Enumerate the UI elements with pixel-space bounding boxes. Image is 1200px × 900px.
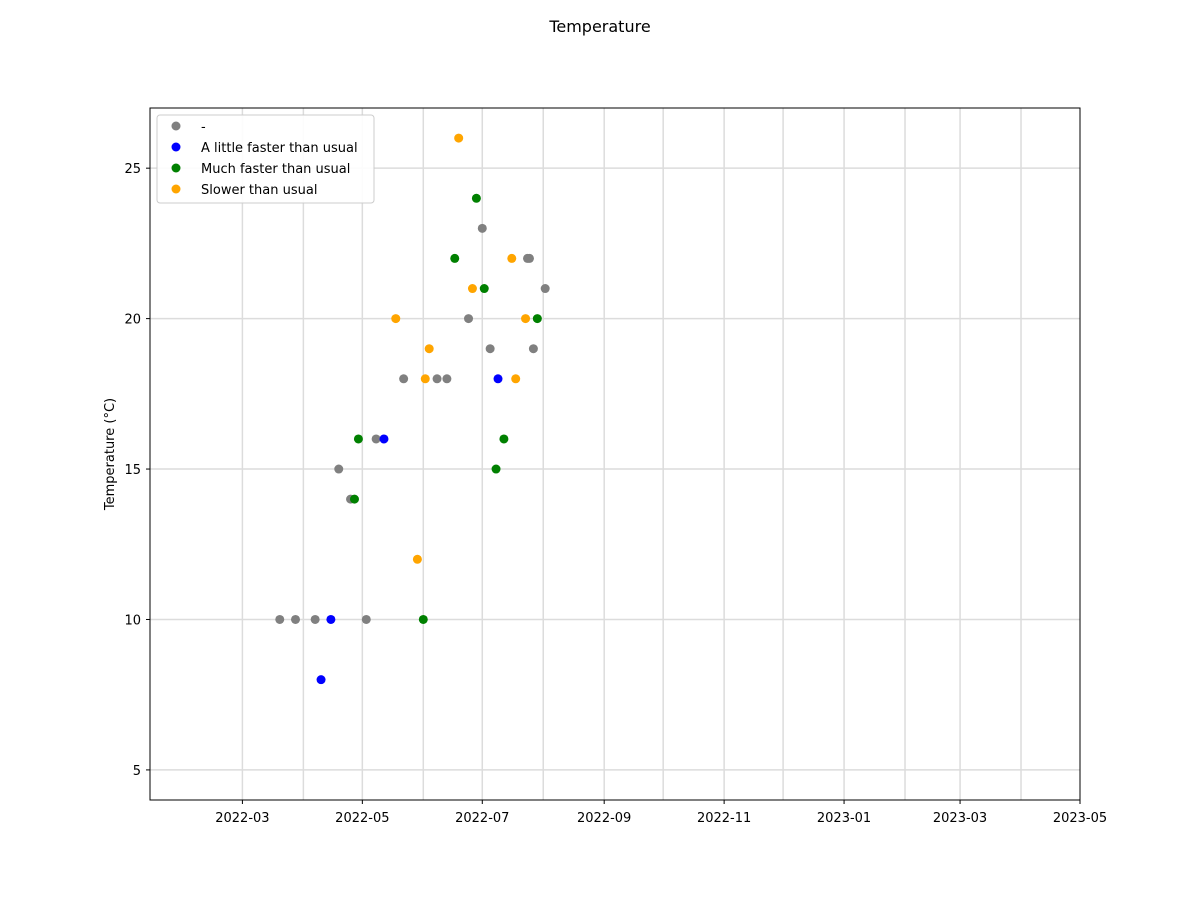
data-point [467,284,477,294]
data-point [477,223,487,233]
data-point [316,675,326,685]
data-point [532,314,542,324]
data-point [326,614,336,624]
data-point [420,374,430,384]
legend: - A little faster than usual Much faster t… [156,114,375,204]
y-axis-label: Temperature (°C) [103,398,118,511]
data-point [454,133,464,143]
y-tick-label: 10 [124,613,141,628]
data-point [275,614,285,624]
data-point [379,434,389,444]
legend-marker [171,121,181,131]
x-tick-label: 2023-01 [817,811,871,826]
data-point [491,464,501,474]
x-tick-label: 2022-07 [455,811,509,826]
data-point [442,374,452,384]
grid-lines [150,108,1080,800]
data-point [499,434,509,444]
data-point [361,614,371,624]
data-point [540,284,550,294]
legend-label: - [201,120,206,135]
data-point [432,374,442,384]
data-point [391,314,401,324]
data-point [353,434,363,444]
data-point [493,374,503,384]
x-tick-label: 2022-05 [335,811,389,826]
data-point [521,314,531,324]
y-tick-label: 25 [124,162,141,177]
data-point [464,314,474,324]
plot-area-frame [149,107,1081,801]
y-tick-label: 15 [124,463,141,478]
data-point [412,554,422,564]
legend-marker [171,184,181,194]
data-point [485,344,495,354]
data-point [349,494,359,504]
data-point [290,614,300,624]
data-point [399,374,409,384]
legend-marker [171,163,181,173]
x-tick-label: 2023-05 [1053,811,1107,826]
data-point [479,284,489,294]
y-tick-label: 5 [133,764,141,779]
axis-ticks: 2022-03 2022-05 2022-07 2022-09 2022-11 2023-… [124,162,1107,826]
data-point [418,614,428,624]
legend-label: Slower than usual [201,183,317,198]
data-point [524,253,534,263]
data-point [511,374,521,384]
data-point [450,253,460,263]
x-tick-label: 2022-09 [577,811,631,826]
data-point [471,193,481,203]
data-point [371,434,381,444]
data-point [334,464,344,474]
data-point [528,344,538,354]
chart-title: Temperature [548,17,650,36]
data-point [507,253,517,263]
data-point [424,344,434,354]
legend-label: A little faster than usual [201,141,358,156]
legend-box [156,114,375,204]
legend-label: Much faster than usual [201,162,350,177]
x-tick-label: 2022-11 [697,811,751,826]
x-tick-label: 2022-03 [215,811,269,826]
legend-marker [171,142,181,152]
data-point [310,614,320,624]
data-points [275,133,550,685]
x-tick-label: 2023-03 [933,811,987,826]
y-tick-label: 20 [124,313,141,328]
